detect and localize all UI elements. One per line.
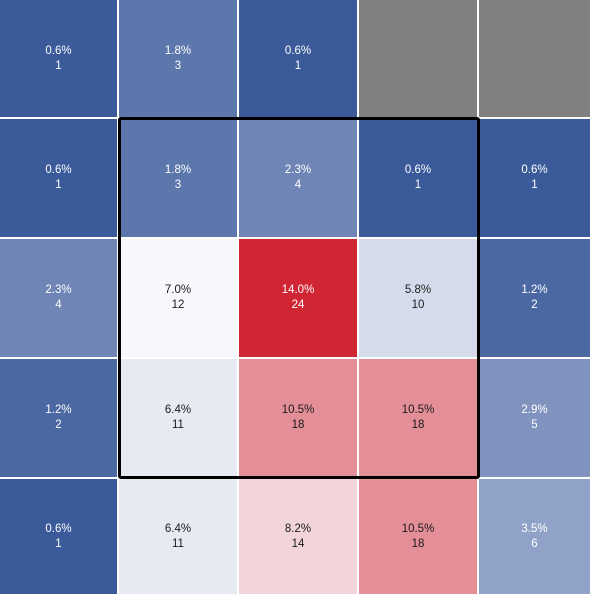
cell-count-label: 3 [174,179,182,191]
heatmap-cell-r1-c1: 0.6% 1 [0,0,119,119]
cell-percent-label: 8.2% [284,522,312,535]
cell-percent-label: 2.3% [45,284,72,296]
heatmap-cell-r3-c1: 2.3% 4 [0,239,119,359]
cell-percent-label: 14.0% [281,284,315,296]
cell-count-label: 14 [291,537,305,550]
heatmap-cell-r1-c2: 1.8% 3 [119,0,239,119]
heatmap-cell-r4-c5: 2.9% 5 [479,359,592,479]
heatmap-cell-r4-c4: 10.5% 18 [359,359,479,479]
cell-count-label: 10 [411,299,425,311]
cell-percent-label: 0.6% [404,164,432,176]
cell-percent-label: 3.5% [521,522,548,535]
cell-percent-label: 0.6% [284,44,312,57]
cell-count-label: 1 [414,179,422,191]
cell-percent-label: 6.4% [164,404,192,416]
cell-percent-label: 7.0% [164,284,192,296]
cell-count-label: 3 [174,59,182,72]
heatmap-cell-r3-c5: 1.2% 2 [479,239,592,359]
cell-percent-label: 0.6% [45,522,72,535]
heatmap-cell-r2-c1: 0.6% 1 [0,119,119,239]
heatmap-cell-r2-c3: 2.3% 4 [239,119,359,239]
cell-percent-label: 2.9% [521,404,548,416]
cell-percent-label: 1.8% [164,164,192,176]
heatmap-cell-r1-c5 [479,0,592,119]
cell-count-label: 1 [294,59,302,72]
heatmap-cell-r5-c1: 0.6% 1 [0,479,119,596]
cell-count-label: 2 [531,299,538,311]
cell-count-label: 6 [531,537,538,550]
cell-count-label: 4 [55,299,62,311]
cell-count-label: 5 [531,419,538,431]
cell-percent-label: 10.5% [401,404,435,416]
cell-count-label: 12 [171,299,185,311]
cell-percent-label: 1.2% [45,404,72,416]
heatmap-cell-r1-c3: 0.6% 1 [239,0,359,119]
cell-percent-label: 0.6% [45,44,72,57]
cell-count-label: 1 [55,537,62,550]
cell-percent-label: 0.6% [521,164,548,176]
cell-percent-label: 0.6% [45,164,72,176]
heatmap-cell-r3-c4: 5.8% 10 [359,239,479,359]
cell-count-label: 24 [291,299,305,311]
heatmap-cell-r2-c2: 1.8% 3 [119,119,239,239]
cell-count-label: 11 [172,537,184,550]
cell-count-label: 2 [55,419,62,431]
cell-percent-label: 1.2% [521,284,548,296]
heatmap-cell-r3-c3: 14.0% 24 [239,239,359,359]
heatmap-cell-r3-c2: 7.0% 12 [119,239,239,359]
cell-count-label: 11 [172,419,184,431]
heatmap-cell-r4-c1: 1.2% 2 [0,359,119,479]
cell-percent-label: 10.5% [281,404,315,416]
heatmap-cell-r2-c4: 0.6% 1 [359,119,479,239]
cell-count-label: 18 [411,419,425,431]
heatmap-cell-r4-c3: 10.5% 18 [239,359,359,479]
heatmap-cell-r2-c5: 0.6% 1 [479,119,592,239]
cell-percent-label: 2.3% [284,164,312,176]
cell-count-label: 1 [55,59,62,72]
cell-count-label: 1 [55,179,62,191]
cell-count-label: 18 [411,537,425,550]
heatmap-cell-r5-c3: 8.2% 14 [239,479,359,596]
cell-count-label: 1 [531,179,538,191]
cell-percent-label: 6.4% [164,522,192,535]
heatmap-cell-r4-c2: 6.4% 11 [119,359,239,479]
cell-count-label: 4 [294,179,302,191]
cell-percent-label: 5.8% [404,284,432,296]
heatmap-cell-r5-c5: 3.5% 6 [479,479,592,596]
heatmap-cell-r5-c2: 6.4% 11 [119,479,239,596]
cell-percent-label: 10.5% [401,522,435,535]
cell-count-label: 18 [291,419,305,431]
heatmap-cell-r5-c4: 10.5% 18 [359,479,479,596]
heatmap-cell-r1-c4 [359,0,479,119]
cell-percent-label: 1.8% [164,44,192,57]
